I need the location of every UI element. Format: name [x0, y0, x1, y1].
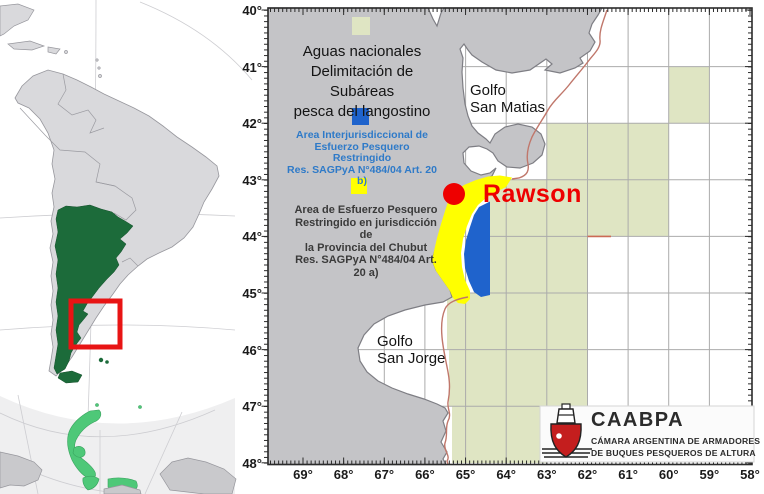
legend-national-waters: Aguas nacionales Delimitación de Subárea…: [284, 42, 440, 122]
lon-tick-label: 68°: [333, 467, 354, 482]
inset-country-borders: [19, 73, 139, 267]
legend-line: pesca del langostino: [293, 103, 431, 120]
caabpa-logo: [539, 403, 755, 463]
logo-acronym: CAABPA: [591, 409, 685, 431]
lat-tick-label: 47°: [242, 399, 262, 415]
gulf-label-line: San Matias: [470, 99, 546, 116]
lat-tick-label: 40°: [242, 3, 262, 18]
red-extent-rectangle: [68, 298, 123, 350]
main-map: [261, 7, 755, 466]
lat-tick-label: 46°: [242, 342, 262, 358]
legend-line: Aguas nacionales: [302, 43, 422, 60]
caribbean-islands: [0, 3, 102, 78]
legend-line: Area de Esfuerzo Pesquero: [294, 204, 438, 216]
lon-tick-label: 69°: [293, 467, 313, 482]
gulf-label-line: Golfo: [470, 82, 506, 99]
lat-tick-label: 44°: [242, 229, 262, 245]
legend-swatch-national: [352, 17, 370, 35]
legend-swatch-chubut: [351, 178, 367, 194]
legend-line: Area Interjurisdiccional de: [296, 129, 428, 141]
lon-tick-label: 62°: [577, 467, 598, 482]
jurisdiction-boundary-line: [440, 9, 608, 465]
chubut-restricted-area-yellow: [432, 175, 512, 304]
rawson-marker: [443, 183, 465, 205]
interjurisdictional-area-blue: [464, 201, 490, 297]
buoy-icon: [542, 403, 592, 458]
lat-tick-label: 48°: [242, 455, 262, 471]
gulf-label-line: San Jorge: [377, 350, 446, 367]
inset-locator-map: [0, 0, 253, 494]
patagonia-land-shape: [267, 7, 604, 466]
label-rawson: Rawson: [483, 180, 582, 208]
legend-line: Delimitación de Subáreas: [310, 63, 414, 100]
lat-tick-label: 42°: [242, 116, 262, 132]
legend-line: la Provincia del Chubut: [304, 241, 428, 254]
lon-tick-label: 65°: [455, 467, 476, 482]
label-golfo-san-jorge: Golfo San Jorge: [377, 333, 445, 367]
lon-tick-label: 61°: [618, 467, 638, 482]
lon-tick-label: 59°: [699, 467, 720, 482]
polar-land: [0, 451, 237, 494]
lon-tick-label: 60°: [658, 467, 679, 482]
lat-tick-label: 45°: [242, 286, 262, 301]
map-border: [267, 7, 753, 466]
malvinas-islands: [98, 357, 109, 364]
lat-tick-label: 41°: [242, 59, 262, 75]
legend-line: Esfuerzo Pesquero Restringido: [314, 140, 410, 164]
legend-chubut-restricted: Area de Esfuerzo Pesquero Restringido en…: [288, 204, 444, 279]
lon-tick-label: 66°: [415, 467, 435, 482]
lon-tick-label: 58°: [740, 467, 760, 482]
subarea-green-cells: [447, 66, 710, 463]
lon-tick-label: 64°: [496, 467, 516, 482]
logo-subtitle-1: CÁMARA ARGENTINA DE ARMADORES: [591, 436, 761, 446]
legend-interjurisdictional: Area Interjurisdiccional de Esfuerzo Pes…: [287, 129, 437, 188]
lat-tick-label: 43°: [242, 172, 262, 188]
label-golfo-san-matias: Golfo San Matias: [470, 82, 545, 116]
argentina-shape: [53, 204, 134, 375]
legend-line: Res. SAGPyA N°484/04 Art. 20 b): [287, 163, 437, 187]
tierra-del-fuego-shape: [57, 370, 83, 384]
gulf-label-line: Golfo: [377, 333, 413, 350]
legend-line: Restringido en jurisdicción de: [295, 216, 437, 242]
logo-subtitle-2: DE BUQUES PESQUEROS DE ALTURA: [591, 448, 756, 458]
legend-line: Res. SAGPyA N°484/04 Art. 20 a): [295, 254, 437, 279]
legend-swatch-interjurisdiccional: [352, 108, 369, 125]
lon-tick-label: 63°: [536, 467, 557, 482]
lon-tick-label: 67°: [374, 467, 395, 482]
